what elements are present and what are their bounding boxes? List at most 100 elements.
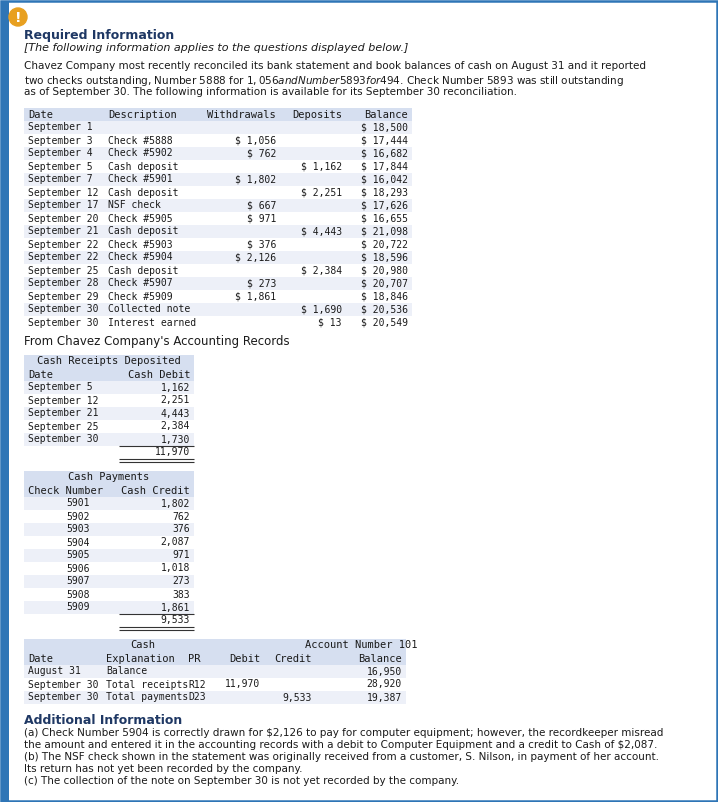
Bar [24,212,412,225]
Text: the amount and entered it in the accounting records with a debit to Computer Equ: the amount and entered it in the account… [24,740,658,750]
Bar [24,484,194,497]
Text: $ 1,690: $ 1,690 [301,305,342,314]
Bar [24,368,194,381]
Text: Check #5901: Check #5901 [108,175,172,184]
Text: $ 273: $ 273 [246,278,276,289]
Text: 28,920: 28,920 [367,679,402,690]
Text: Account Number 101: Account Number 101 [304,641,417,650]
Text: $ 18,293: $ 18,293 [361,188,408,197]
Text: $ 20,707: $ 20,707 [361,278,408,289]
Text: $ 971: $ 971 [246,213,276,224]
Text: $ 18,596: $ 18,596 [361,253,408,262]
Text: 11,970: 11,970 [155,448,190,457]
Text: $ 4,443: $ 4,443 [301,226,342,237]
Bar [24,225,412,238]
Text: as of September 30. The following information is available for its September 30 : as of September 30. The following inform… [24,87,517,97]
Text: Cash deposit: Cash deposit [108,161,179,172]
Bar [24,678,406,691]
Text: 9,533: 9,533 [161,615,190,626]
Text: Its return has not yet been recorded by the company.: Its return has not yet been recorded by … [24,764,302,774]
Text: September 5: September 5 [28,383,93,392]
Text: NSF check: NSF check [108,200,161,210]
Bar [24,316,412,329]
Text: September 3: September 3 [28,136,93,145]
Text: (b) The NSF check shown in the statement was originally received from a customer: (b) The NSF check shown in the statement… [24,752,659,762]
Text: Check #5905: Check #5905 [108,213,172,224]
Text: $ 16,682: $ 16,682 [361,148,408,159]
Text: $ 16,655: $ 16,655 [361,213,408,224]
Text: 16,950: 16,950 [367,666,402,677]
Text: Description: Description [108,110,177,119]
Text: 11,970: 11,970 [225,679,260,690]
Bar [24,523,194,536]
Text: September 22: September 22 [28,253,98,262]
Bar [24,420,194,433]
Text: $ 17,626: $ 17,626 [361,200,408,210]
Bar [24,446,194,459]
Text: !: ! [15,11,22,25]
Text: Check #5903: Check #5903 [108,240,172,249]
Bar [24,264,412,277]
Circle shape [9,8,27,26]
Text: 5901: 5901 [66,499,90,508]
Text: 5909: 5909 [66,602,90,613]
Text: Explanation: Explanation [106,654,174,663]
Text: September 30: September 30 [28,679,98,690]
Text: 376: 376 [172,525,190,534]
Bar [24,407,194,420]
Text: (c) The collection of the note on September 30 is not yet recorded by the compan: (c) The collection of the note on Septem… [24,776,459,786]
Text: Check #5907: Check #5907 [108,278,172,289]
Text: $ 17,844: $ 17,844 [361,161,408,172]
Bar [24,147,412,160]
Text: Credit: Credit [274,654,312,663]
Text: Balance: Balance [358,654,402,663]
Text: $ 20,536: $ 20,536 [361,305,408,314]
Bar [24,510,194,523]
Text: September 1: September 1 [28,123,93,132]
Text: September 30: September 30 [28,435,98,444]
Text: September 30: September 30 [28,692,98,703]
Text: $ 2,384: $ 2,384 [301,265,342,276]
Bar [24,394,194,407]
Text: 2,384: 2,384 [161,422,190,431]
Text: 5905: 5905 [66,550,90,561]
Bar [24,290,412,303]
Text: 971: 971 [172,550,190,561]
Text: Check #5888: Check #5888 [108,136,172,145]
Text: From Chavez Company's Accounting Records: From Chavez Company's Accounting Records [24,335,289,348]
Bar [24,277,412,290]
Bar [24,121,412,134]
Text: Withdrawals: Withdrawals [208,110,276,119]
Text: September 17: September 17 [28,200,98,210]
Bar [24,108,412,121]
Bar [24,614,194,627]
Text: 5907: 5907 [66,577,90,586]
Text: Cash deposit: Cash deposit [108,188,179,197]
Text: September 21: September 21 [28,226,98,237]
Text: September 30: September 30 [28,305,98,314]
Text: $ 20,549: $ 20,549 [361,318,408,327]
Text: September 7: September 7 [28,175,93,184]
Bar [24,497,194,510]
Text: [The following information applies to the questions displayed below.]: [The following information applies to th… [24,43,409,53]
Text: Check #5904: Check #5904 [108,253,172,262]
Text: Required Information: Required Information [24,29,174,42]
Text: September 5: September 5 [28,161,93,172]
Text: Cash: Cash [131,641,156,650]
Text: $ 13: $ 13 [319,318,342,327]
Bar [1,1,9,801]
Bar [24,355,194,368]
Text: 1,730: 1,730 [161,435,190,444]
Bar [24,173,412,186]
Text: September 25: September 25 [28,265,98,276]
Text: $ 18,846: $ 18,846 [361,291,408,302]
Text: $ 2,126: $ 2,126 [235,253,276,262]
Text: $ 17,444: $ 17,444 [361,136,408,145]
Text: Check #5902: Check #5902 [108,148,172,159]
Text: (a) Check Number 5904 is correctly drawn for $2,126 to pay for computer equipmen: (a) Check Number 5904 is correctly drawn… [24,728,663,738]
Text: 1,018: 1,018 [161,564,190,573]
Text: September 28: September 28 [28,278,98,289]
Text: $ 21,098: $ 21,098 [361,226,408,237]
Text: 19,387: 19,387 [367,692,402,703]
Text: 5904: 5904 [66,537,90,548]
